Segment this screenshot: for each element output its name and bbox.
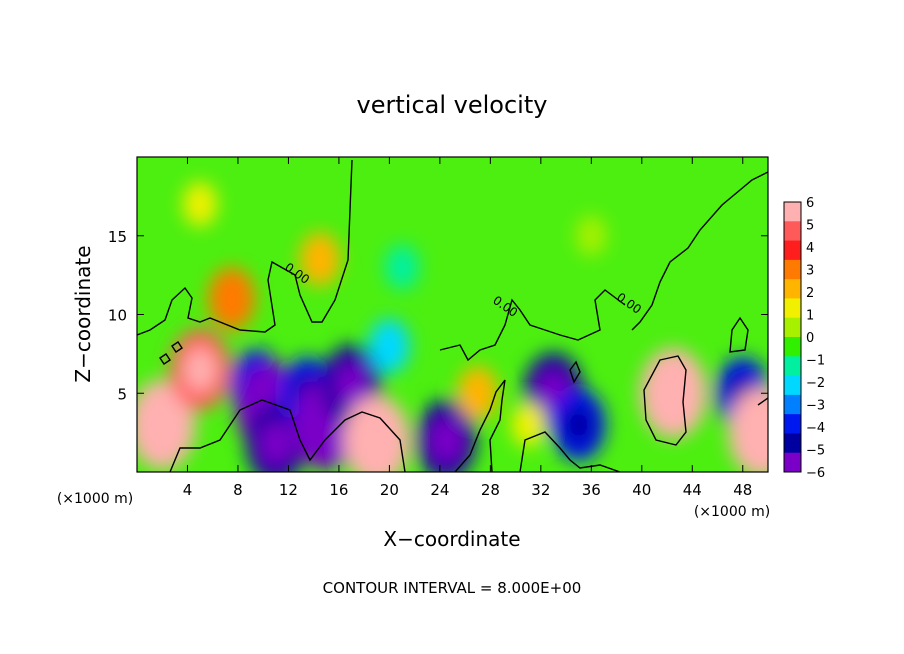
colorbar-label-2: 4 (806, 241, 814, 256)
y-axis-label: Z−coordinate (71, 245, 95, 382)
contour-strong-core (643, 355, 687, 446)
colorbar-swatch-10 (784, 394, 801, 415)
zero-contours (137, 159, 768, 472)
colorbar-label-10: −4 (806, 421, 825, 436)
x-tick-label-32: 32 (531, 481, 550, 499)
colorbar-label-0: 6 (806, 196, 814, 211)
field-feature-11 (369, 319, 410, 373)
colorbar-swatch-9 (784, 375, 801, 396)
x-unit-left: (×1000 m) (57, 491, 133, 507)
contour-zero-mid (439, 289, 626, 362)
contour-zero-lower2 (454, 379, 506, 472)
x-tick-label-44: 44 (683, 481, 702, 499)
field-core-5 (259, 421, 293, 466)
x-tick-label-12: 12 (279, 481, 298, 499)
colorbar-label-12: −6 (806, 466, 825, 481)
colorbar-swatch-0 (784, 202, 801, 222)
x-axis: 4 8 12 16 20 24 28 32 36 40 44 48 (183, 157, 752, 499)
contour-zero-lower (169, 399, 406, 472)
contour-zero-right (631, 171, 768, 331)
contour-small-mid (569, 360, 581, 384)
x-tick-label-36: 36 (582, 481, 601, 499)
chart-title: vertical velocity (357, 91, 548, 119)
colorbar-label-5: 1 (806, 309, 814, 324)
colorbar-label-11: −5 (806, 444, 825, 459)
colorbar-label-1: 5 (806, 219, 814, 234)
contour-zero-lower3 (519, 431, 621, 472)
x-tick-label-16: 16 (329, 481, 348, 499)
colorbar-label-8: −2 (806, 376, 825, 391)
colorbar-swatch-3 (784, 259, 801, 280)
colorbar-swatch-5 (784, 298, 801, 319)
colorbar-label-3: 3 (806, 264, 814, 279)
colorbar: 6 5 4 3 2 1 0 −1 −2 −3 −4 −5 −6 (783, 196, 825, 481)
colorbar-label-4: 2 (806, 286, 814, 301)
field-core-16 (655, 368, 692, 418)
field-core-12 (429, 418, 463, 463)
y-tick-label-5: 5 (117, 385, 127, 403)
x-unit-right: (×1000 m) (694, 504, 770, 520)
field-features (137, 181, 768, 472)
field-feature-2 (208, 267, 256, 331)
contour-zero-upper (137, 159, 353, 336)
colorbar-swatch-7 (784, 337, 801, 357)
y-tick-label-10: 10 (108, 307, 127, 325)
x-axis-label: X−coordinate (383, 527, 520, 551)
colorbar-swatch-12 (784, 433, 801, 454)
x-tick-label-24: 24 (430, 481, 449, 499)
field-feature-22 (511, 402, 546, 448)
colorbar-frame (783, 201, 802, 473)
colorbar-swatch-2 (784, 240, 801, 261)
colorbar-label-9: −3 (806, 399, 825, 414)
field-core-15 (563, 404, 594, 445)
colorbar-swatch-6 (784, 317, 801, 338)
field-core-1 (183, 347, 217, 392)
colorbar-label-7: −1 (806, 354, 825, 369)
contour-zero-far-right (729, 316, 768, 406)
colorbar-swatch-13 (784, 452, 801, 473)
colorbar-swatch-4 (784, 279, 801, 299)
field-core-0 (143, 400, 181, 450)
x-tick-label-8: 8 (233, 481, 243, 499)
field-feature-20 (182, 181, 218, 227)
field-core-18 (743, 407, 768, 458)
x-tick-label-20: 20 (380, 481, 399, 499)
colorbar-swatch-1 (784, 221, 801, 242)
contour-interval-note: CONTOUR INTERVAL = 8.000E+00 (323, 579, 582, 597)
x-tick-label-48: 48 (733, 481, 752, 499)
plot-area: 0.000.00 0.00 (137, 157, 768, 472)
x-tick-label-4: 4 (183, 481, 193, 499)
colorbar-label-6: 0 (806, 331, 814, 346)
x-tick-label-40: 40 (632, 481, 651, 499)
field-feature-13 (457, 366, 499, 421)
field-core-8 (335, 363, 369, 408)
colorbar-swatch-8 (784, 356, 801, 377)
y-axis: 5 10 15 (108, 228, 768, 403)
field-feature-21 (575, 215, 607, 256)
y-tick-label-15: 15 (108, 228, 127, 246)
contour-small-left (159, 341, 183, 365)
field-feature-10 (299, 232, 341, 287)
field-core-9 (358, 415, 396, 466)
x-tick-label-28: 28 (481, 481, 500, 499)
field-feature-19 (384, 244, 420, 290)
colorbar-swatch-11 (784, 414, 801, 434)
